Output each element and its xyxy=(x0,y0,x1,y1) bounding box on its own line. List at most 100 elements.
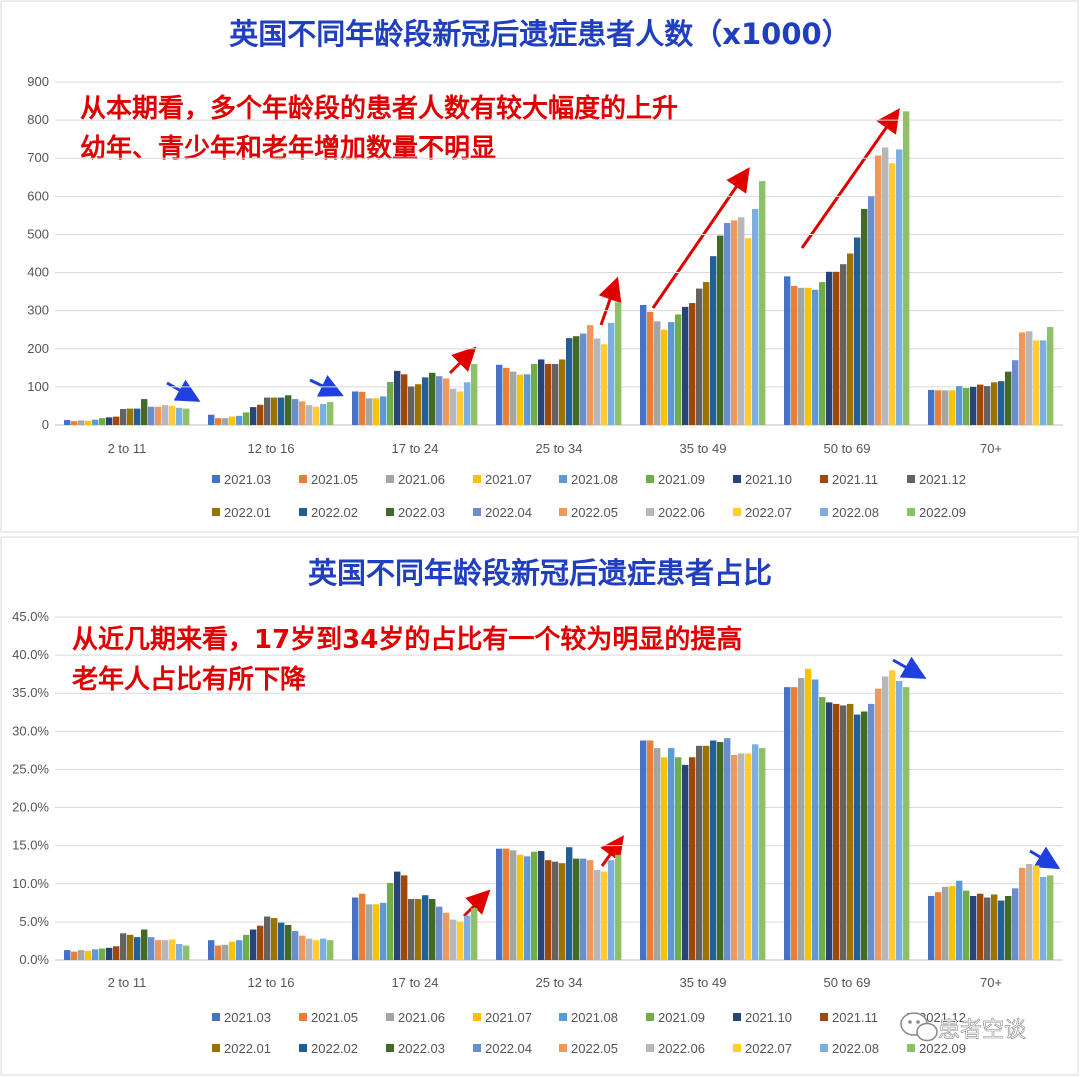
trend-arrow-up xyxy=(598,276,622,326)
bar xyxy=(387,381,394,425)
bar xyxy=(327,402,334,425)
bar xyxy=(366,398,373,425)
bar xyxy=(162,405,169,425)
legend-label: 2021.07 xyxy=(485,472,532,487)
y-tick-label: 500 xyxy=(27,226,49,241)
bar xyxy=(935,390,942,425)
legend-swatch xyxy=(386,1013,394,1021)
legend-label: 2022.03 xyxy=(398,1041,445,1056)
legend-label: 2022.08 xyxy=(832,505,879,520)
watermark-text: 患者空谈 xyxy=(938,1018,1026,1043)
y-tick-label: 900 xyxy=(27,74,49,89)
legend-swatch xyxy=(299,1044,307,1052)
legend-label: 2021.10 xyxy=(745,1010,792,1025)
bar xyxy=(601,344,608,425)
legend-swatch xyxy=(733,475,741,483)
bar xyxy=(127,934,134,960)
bar xyxy=(759,181,766,425)
legend-swatch xyxy=(212,475,220,483)
bar xyxy=(882,676,889,960)
bar xyxy=(833,271,840,425)
bar xyxy=(208,940,215,960)
bar xyxy=(752,208,759,425)
bar xyxy=(882,147,889,425)
bar xyxy=(977,893,984,960)
bar xyxy=(85,950,92,960)
bar xyxy=(819,282,826,425)
bar xyxy=(675,314,682,425)
bar xyxy=(949,390,956,425)
y-tick-label: 100 xyxy=(27,379,49,394)
category-label: 17 to 24 xyxy=(392,441,439,456)
y-tick-label: 400 xyxy=(27,265,49,280)
y-tick-label: 700 xyxy=(27,150,49,165)
bar xyxy=(320,404,327,425)
bar xyxy=(229,416,236,425)
trend-arrow-down xyxy=(1029,846,1061,870)
bar xyxy=(826,271,833,425)
bar xyxy=(503,367,510,425)
legend-swatch xyxy=(299,508,307,516)
bar xyxy=(1033,340,1040,425)
chart-2-plot: 0.0% 5.0% 10.0% 15.0% 20.0% 25.0% 30.0% 35.0% 40… xyxy=(12,609,1063,1056)
legend-label: 2021.05 xyxy=(311,472,358,487)
bar xyxy=(1005,895,1012,960)
legend-label: 2021.11 xyxy=(832,1010,878,1025)
bar xyxy=(408,899,415,960)
y-tick-label: 35.0% xyxy=(12,685,49,700)
bar xyxy=(935,892,942,960)
bar xyxy=(380,396,387,425)
bar xyxy=(647,311,654,425)
legend-swatch xyxy=(473,475,481,483)
legend-swatch xyxy=(299,475,307,483)
bar xyxy=(840,705,847,960)
legend-swatch xyxy=(212,1044,220,1052)
bar xyxy=(1040,340,1047,425)
bar xyxy=(215,945,222,960)
legend-swatch xyxy=(820,1044,828,1052)
bar xyxy=(654,321,661,425)
bar xyxy=(956,880,963,960)
bar xyxy=(299,401,306,425)
legend-label: 2022.04 xyxy=(485,1041,532,1056)
legend-label: 2021.11 xyxy=(832,472,878,487)
bar xyxy=(545,860,552,960)
bar xyxy=(524,856,531,960)
bar xyxy=(759,748,766,960)
bar xyxy=(155,406,162,425)
bar xyxy=(359,893,366,960)
bar xyxy=(524,374,531,425)
bar xyxy=(373,904,380,960)
bar xyxy=(661,757,668,960)
bar xyxy=(285,924,292,960)
bar xyxy=(208,414,215,425)
chart-1-annotation-1: 从本期看，多个年龄段的患者人数有较大幅度的上升 xyxy=(80,93,678,124)
legend-swatch xyxy=(907,508,915,516)
legend-label: 2022.05 xyxy=(571,1041,618,1056)
y-tick-label: 20.0% xyxy=(12,800,49,815)
bar xyxy=(215,418,222,425)
bar xyxy=(92,419,99,425)
legend-label: 2021.07 xyxy=(485,1010,532,1025)
legend-label: 2022.08 xyxy=(832,1041,879,1056)
bar xyxy=(464,915,471,960)
bar xyxy=(292,399,299,425)
bar xyxy=(970,895,977,960)
bar xyxy=(1012,360,1019,425)
bar xyxy=(359,391,366,425)
bar xyxy=(278,397,285,425)
bar xyxy=(559,359,566,425)
bar xyxy=(896,681,903,960)
legend-swatch xyxy=(386,1044,394,1052)
bar xyxy=(429,899,436,960)
watermark: 患者空谈 xyxy=(900,1012,1026,1043)
trend-arrow-up xyxy=(651,167,750,309)
chart-2-annotation-2: 老年人占比有所下降 xyxy=(72,664,307,695)
legend-swatch xyxy=(559,508,567,516)
y-tick-label: 15.0% xyxy=(12,838,49,853)
category-label: 12 to 16 xyxy=(248,975,295,990)
legend-swatch xyxy=(733,1044,741,1052)
legend-swatch xyxy=(386,475,394,483)
bar xyxy=(654,748,661,960)
